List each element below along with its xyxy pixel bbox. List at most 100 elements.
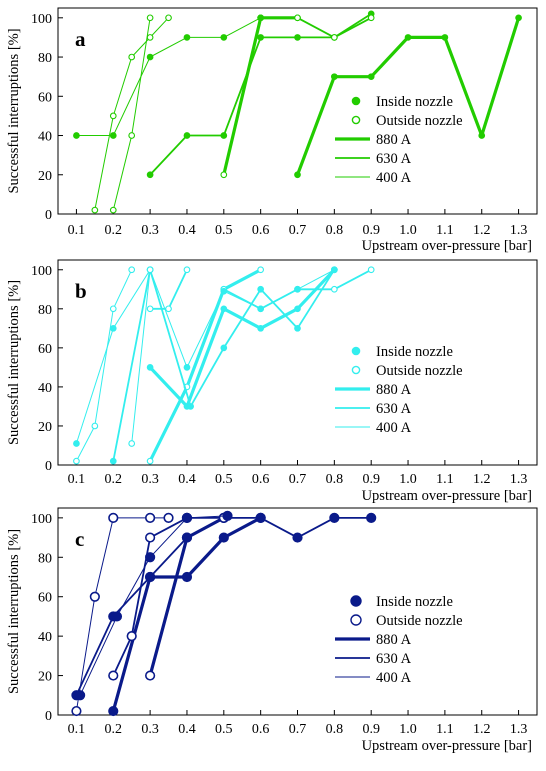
data-point-inside	[257, 34, 265, 41]
legend-marker-outside	[351, 115, 361, 125]
data-point-inside	[478, 132, 486, 139]
y-tick-label: 60	[38, 90, 52, 105]
data-point-outside	[146, 14, 154, 22]
data-point-outside	[163, 512, 174, 523]
series-line	[75, 517, 372, 696]
x-axis-label: Upstream over-pressure [bar]	[362, 238, 532, 254]
data-point-outside	[108, 670, 119, 681]
data-point-inside	[294, 34, 301, 41]
x-tick-label: 1.2	[473, 472, 491, 487]
data-point-inside	[145, 552, 156, 563]
legend-label-current: 400 A	[376, 170, 412, 186]
x-tick-label: 0.6	[252, 722, 270, 737]
y-tick-label: 0	[45, 459, 52, 474]
data-point-outside	[146, 266, 154, 274]
data-point-inside	[220, 287, 228, 295]
data-point-outside	[165, 305, 172, 313]
data-point-inside	[183, 132, 191, 139]
legend: Inside nozzle Outside nozzle 880 A 630 A 400…	[335, 344, 463, 436]
x-tick-label: 1.2	[473, 722, 491, 737]
x-tick-label: 0.9	[362, 722, 380, 737]
x-tick-label: 0.6	[252, 223, 270, 238]
legend-label-current: 400 A	[376, 670, 412, 686]
data-point-inside	[73, 440, 80, 447]
x-tick-label: 0.6	[252, 472, 270, 487]
x-tick-label: 0.1	[68, 472, 86, 487]
panel-label: b	[75, 279, 87, 303]
data-point-outside	[126, 631, 137, 642]
y-tick-label: 40	[38, 130, 52, 145]
series-line	[94, 17, 169, 211]
x-tick-label: 0.4	[178, 223, 196, 238]
data-point-inside	[145, 571, 156, 583]
y-tick-label: 0	[45, 709, 52, 724]
series-line	[222, 16, 298, 176]
data-point-inside	[183, 364, 191, 371]
x-tick-label: 1.3	[510, 223, 528, 238]
x-axis-label: Upstream over-pressure [bar]	[362, 738, 532, 754]
data-point-inside	[220, 132, 228, 139]
data-point-inside	[187, 403, 194, 410]
panel-label: c	[75, 527, 84, 551]
data-point-inside	[108, 705, 119, 717]
legend-label-current: 630 A	[376, 401, 412, 417]
data-point-outside	[146, 305, 154, 313]
data-point-inside	[109, 324, 117, 332]
y-tick-label: 0	[45, 208, 52, 223]
data-point-outside	[257, 266, 265, 274]
data-point-inside	[73, 132, 80, 139]
legend-marker-inside	[351, 96, 361, 106]
legend-marker-outside	[351, 365, 361, 375]
data-point-inside	[183, 34, 191, 41]
series-line	[148, 268, 262, 462]
legend-label-inside: Inside nozzle	[376, 94, 453, 110]
data-point-outside	[145, 670, 156, 681]
legend-label-current: 880 A	[376, 632, 412, 648]
legend-label-current: 630 A	[376, 151, 412, 167]
x-tick-label: 0.8	[326, 472, 344, 487]
x-tick-label: 0.3	[141, 722, 159, 737]
y-axis-label: Successful interruptions [%]	[6, 280, 22, 445]
data-point-inside	[181, 532, 193, 543]
x-tick-label: 0.8	[326, 722, 344, 737]
series-line	[75, 269, 335, 444]
x-tick-label: 0.1	[68, 722, 86, 737]
x-tick-label: 0.3	[141, 472, 159, 487]
data-point-outside	[146, 34, 154, 41]
x-tick-label: 0.3	[141, 223, 159, 238]
y-tick-label: 100	[31, 12, 52, 27]
series-line	[131, 269, 151, 444]
x-tick-label: 0.7	[289, 223, 307, 238]
data-point-outside	[183, 266, 191, 274]
data-point-inside	[257, 305, 265, 313]
y-tick-label: 40	[38, 630, 52, 645]
series-line	[76, 17, 261, 136]
x-tick-label: 1.0	[399, 472, 417, 487]
x-tick-label: 1.3	[510, 472, 528, 487]
data-point-inside	[75, 690, 86, 701]
data-point-outside	[145, 532, 156, 543]
data-point-outside	[367, 14, 375, 22]
legend-marker-inside	[351, 346, 361, 356]
legend: Inside nozzle Outside nozzle 880 A 630 A 400…	[335, 94, 463, 186]
x-tick-label: 1.2	[473, 223, 491, 238]
data-point-inside	[181, 571, 193, 583]
data-point-outside	[330, 285, 338, 293]
x-tick-label: 0.5	[215, 722, 233, 737]
data-point-inside	[257, 324, 265, 332]
data-point-inside	[294, 171, 301, 179]
data-point-inside	[222, 510, 233, 521]
y-axis-label: Successful interruptions [%]	[6, 529, 22, 694]
data-point-inside	[220, 34, 228, 41]
legend-label-outside: Outside nozzle	[376, 113, 463, 129]
series-line	[75, 269, 133, 462]
data-point-inside	[294, 324, 301, 332]
legend: Inside nozzle Outside nozzle 880 A 630 A 400…	[335, 594, 463, 686]
legend-label-current: 880 A	[376, 132, 412, 148]
x-tick-label: 1.1	[436, 722, 454, 737]
x-tick-label: 1.1	[436, 472, 454, 487]
y-tick-label: 100	[31, 264, 52, 279]
series-line	[79, 515, 228, 696]
x-tick-label: 0.9	[362, 472, 380, 487]
y-tick-label: 80	[38, 551, 52, 566]
